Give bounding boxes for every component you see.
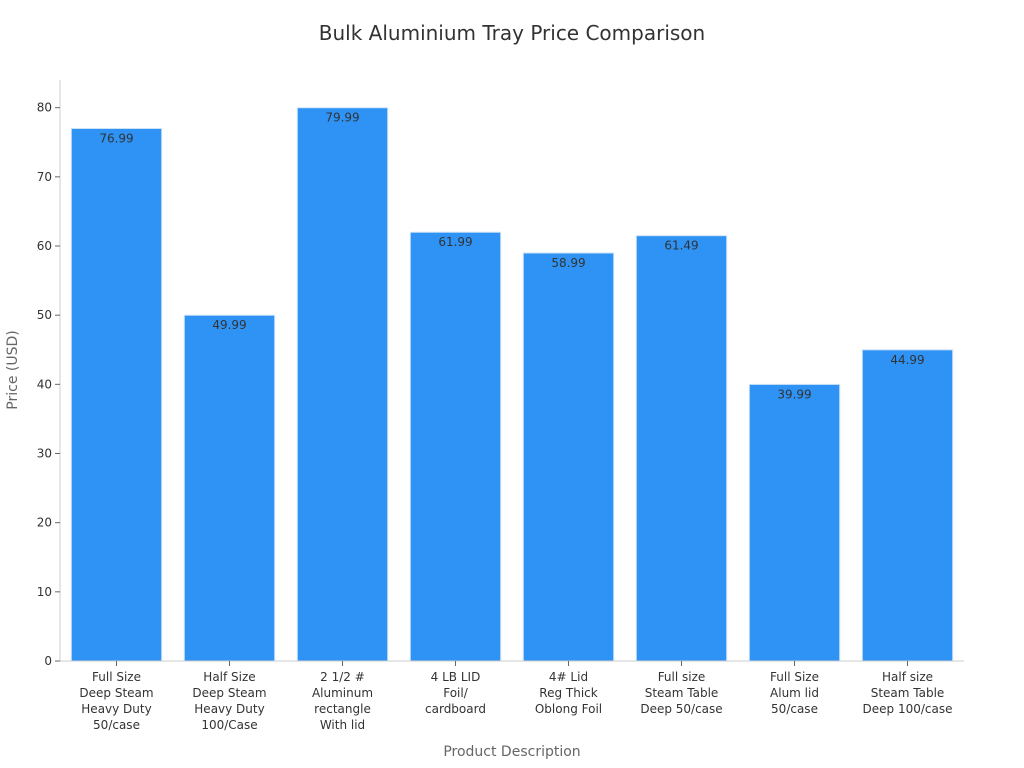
x-tick-label-line: Full Size <box>770 670 819 684</box>
x-tick-label: 4 LB LID Foil/cardboard <box>425 670 486 716</box>
x-tick-label-line: With lid <box>320 718 365 732</box>
x-tick-label-line: Deep Steam <box>192 686 266 700</box>
x-tick-label-line: Heavy Duty <box>194 702 264 716</box>
x-tick-label-line: cardboard <box>425 702 486 716</box>
x-tick-label-line: 50/case <box>93 718 140 732</box>
y-tick-label: 60 <box>37 239 52 253</box>
x-tick-label: Half Size Deep Steam Heavy Duty 100/Case <box>192 670 266 732</box>
x-tick-label-line: Heavy Duty <box>81 702 151 716</box>
y-tick-label: 10 <box>37 585 52 599</box>
x-tick-label-line: 2 1/2 # <box>320 670 365 684</box>
x-axis: Full Size Deep Steam Heavy Duty 50/case Half… <box>60 660 964 732</box>
x-tick-label: Full Size Alum lid 50/case <box>770 670 819 716</box>
bar <box>748 383 841 662</box>
x-tick-label-line: Half Size <box>203 670 255 684</box>
chart-title: Bulk Aluminium Tray Price Comparison <box>319 21 705 45</box>
bars-group: 76.99 49.99 79.99 61.99 58.99 61.49 39.99 44.99 <box>70 107 954 662</box>
data-label: 58.99 <box>551 256 585 270</box>
y-axis-title: Price (USD) <box>5 330 21 409</box>
x-tick-label-line: Full Size <box>92 670 141 684</box>
y-tick-label: 40 <box>37 377 52 391</box>
x-tick-label-line: Half size <box>882 670 933 684</box>
y-tick-label: 50 <box>37 308 52 322</box>
x-tick-label-line: 100/Case <box>201 718 257 732</box>
x-tick-label-line: Foil/ <box>443 686 468 700</box>
data-label: 49.99 <box>212 318 246 332</box>
x-tick-label: Half size Steam Table Deep 100/case <box>863 670 953 716</box>
data-label: 39.99 <box>777 387 811 401</box>
x-tick-label: 2 1/2 # Aluminum rectangle With lid <box>312 670 373 732</box>
x-tick-label-line: Aluminum <box>312 686 373 700</box>
x-tick-label-line: Reg Thick <box>539 686 597 700</box>
x-tick-label-line: Steam Table <box>871 686 945 700</box>
x-tick-label-line: Deep 50/case <box>640 702 722 716</box>
bar <box>183 314 276 662</box>
y-tick-label: 0 <box>44 654 52 668</box>
x-tick-label-line: Deep Steam <box>79 686 153 700</box>
data-label: 61.49 <box>664 239 698 253</box>
data-label: 76.99 <box>99 131 133 145</box>
bar <box>522 252 615 662</box>
x-axis-title: Product Description <box>443 744 580 760</box>
bar <box>861 349 954 662</box>
data-label: 79.99 <box>325 111 359 125</box>
y-tick-label: 30 <box>37 447 52 461</box>
y-axis: 0 10 20 30 40 50 60 70 80 <box>37 80 61 668</box>
x-tick-label-line: 50/case <box>771 702 818 716</box>
x-tick-label: Full Size Deep Steam Heavy Duty 50/case <box>79 670 153 732</box>
bar <box>296 107 389 662</box>
bar <box>409 231 502 662</box>
bar <box>635 235 728 662</box>
bar <box>70 127 163 662</box>
data-label: 61.99 <box>438 235 472 249</box>
data-label: 44.99 <box>890 353 924 367</box>
x-tick-label-line: Full size <box>658 670 706 684</box>
y-tick-label: 20 <box>37 516 52 530</box>
x-tick-label: Full size Steam Table Deep 50/case <box>640 670 722 716</box>
y-tick-label: 70 <box>37 170 52 184</box>
x-tick-label-line: Oblong Foil <box>535 702 602 716</box>
x-tick-label-line: 4# Lid <box>549 670 588 684</box>
x-tick-label: 4# Lid Reg Thick Oblong Foil <box>535 670 602 716</box>
x-tick-label-line: Deep 100/case <box>863 702 953 716</box>
x-tick-label-line: 4 LB LID <box>431 670 481 684</box>
x-tick-label-line: rectangle <box>314 702 371 716</box>
y-tick-label: 80 <box>37 101 52 115</box>
x-tick-label-line: Alum lid <box>770 686 819 700</box>
x-tick-label-line: Steam Table <box>645 686 719 700</box>
